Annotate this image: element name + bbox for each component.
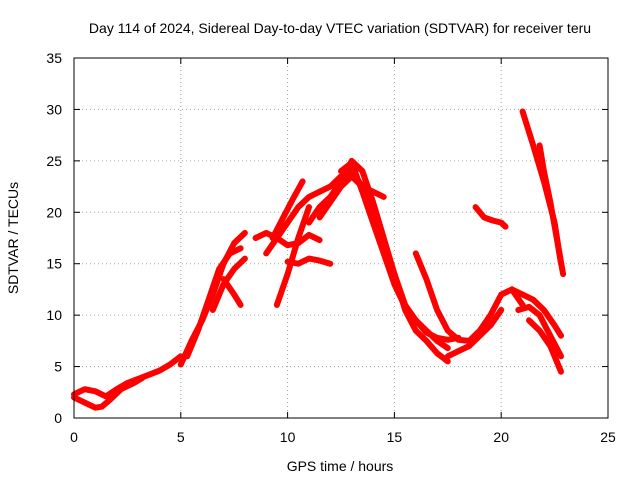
series-arc-late-d bbox=[508, 286, 564, 339]
axes: 0 5 10 15 20 25 0 5 10 15 20 25 30 35 bbox=[46, 50, 616, 445]
y-axis-title: SDTVAR / TECUs bbox=[5, 182, 21, 294]
y-tick-label: 10 bbox=[46, 307, 62, 323]
series-arc-late-f bbox=[526, 317, 564, 375]
chart-title: Day 114 of 2024, Sidereal Day-to-day VTE… bbox=[89, 20, 591, 36]
x-tick-label: 10 bbox=[280, 429, 296, 445]
series-arc-mid-c bbox=[273, 204, 312, 308]
series-arc-peak-c bbox=[338, 159, 451, 352]
series-arc-early-b bbox=[71, 374, 146, 411]
x-tick-label: 15 bbox=[387, 429, 403, 445]
series-arc-late-e bbox=[515, 303, 564, 360]
series-arc-late-b bbox=[444, 307, 505, 360]
y-tick-label: 15 bbox=[46, 256, 62, 272]
x-tick-label: 20 bbox=[493, 429, 509, 445]
x-axis-title: GPS time / hours bbox=[287, 458, 394, 474]
x-tick-label: 0 bbox=[70, 429, 78, 445]
series-arc-late-h bbox=[536, 142, 567, 277]
plot-frame bbox=[73, 57, 609, 419]
series-arc-rise-b bbox=[184, 245, 244, 360]
series-arc-dip bbox=[220, 276, 244, 308]
series-arc-mid-d bbox=[269, 178, 306, 241]
data-series bbox=[71, 108, 567, 411]
y-tick-label: 30 bbox=[46, 101, 62, 117]
x-tick-label: 25 bbox=[600, 429, 616, 445]
series-arc-rise-c bbox=[209, 255, 248, 313]
series-arc-mid-a bbox=[252, 229, 323, 249]
y-tick-label: 0 bbox=[54, 410, 62, 426]
series-arc-late-c bbox=[472, 204, 509, 230]
series-arc-mid-e bbox=[284, 255, 334, 267]
x-tick-label: 5 bbox=[177, 429, 185, 445]
gridlines bbox=[74, 58, 608, 418]
series-arc-peak-b bbox=[316, 173, 387, 221]
y-tick-label: 35 bbox=[46, 50, 62, 66]
y-tick-label: 25 bbox=[46, 153, 62, 169]
series-arc-late-a bbox=[412, 250, 526, 344]
series-arc-early-a bbox=[71, 353, 184, 400]
y-tick-label: 20 bbox=[46, 204, 62, 220]
y-tick-label: 5 bbox=[54, 359, 62, 375]
